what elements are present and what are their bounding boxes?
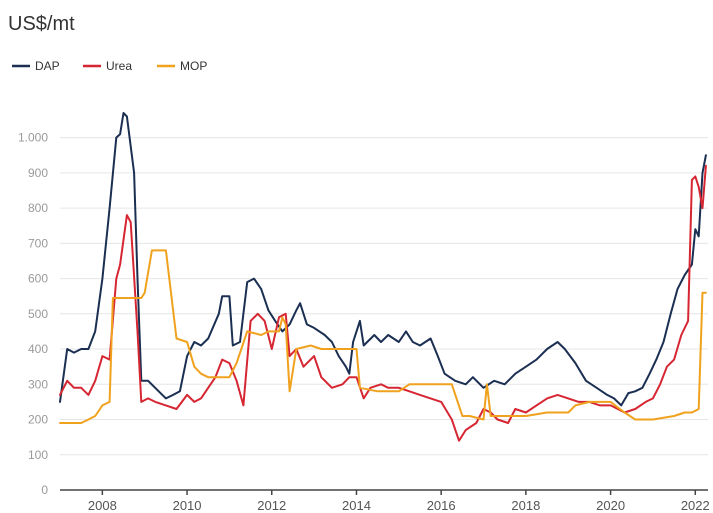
series-line-urea [59, 164, 707, 442]
x-tick-label: 2010 [173, 498, 202, 513]
x-tick-label: 2018 [511, 498, 540, 513]
y-tick-label: 700 [28, 236, 48, 250]
chart-title: US$/mt [8, 13, 75, 35]
x-tick-label: 2012 [257, 498, 286, 513]
y-tick-label: 0 [41, 483, 48, 497]
series-line-mop [59, 249, 707, 424]
y-tick-label: 200 [28, 413, 48, 427]
x-tick-label: 2008 [88, 498, 117, 513]
series-line-dap [59, 112, 707, 407]
y-tick-label: 500 [28, 307, 48, 321]
legend-label: Urea [106, 59, 132, 73]
grid-lines [60, 137, 708, 456]
x-tick-label: 2020 [596, 498, 625, 513]
legend-label: DAP [35, 59, 60, 73]
y-tick-label: 400 [28, 342, 48, 356]
y-tick-label: 900 [28, 166, 48, 180]
y-tick-label: 600 [28, 272, 48, 286]
legend-label: MOP [180, 59, 207, 73]
legend: DAP Urea MOP [12, 59, 207, 73]
series-layer [59, 112, 707, 442]
x-axis: 2008 2010 2012 2014 2016 2018 2020 2022 [88, 490, 710, 513]
y-tick-label: 1.000 [18, 131, 48, 145]
y-axis: 0 100 200 300 400 500 600 700 800 900 1.000 [18, 131, 48, 497]
x-tick-label: 2014 [342, 498, 371, 513]
y-tick-label: 100 [28, 448, 48, 462]
x-tick-label: 2016 [427, 498, 456, 513]
y-tick-label: 300 [28, 377, 48, 391]
y-tick-label: 800 [28, 201, 48, 215]
x-tick-label: 2022 [681, 498, 710, 513]
